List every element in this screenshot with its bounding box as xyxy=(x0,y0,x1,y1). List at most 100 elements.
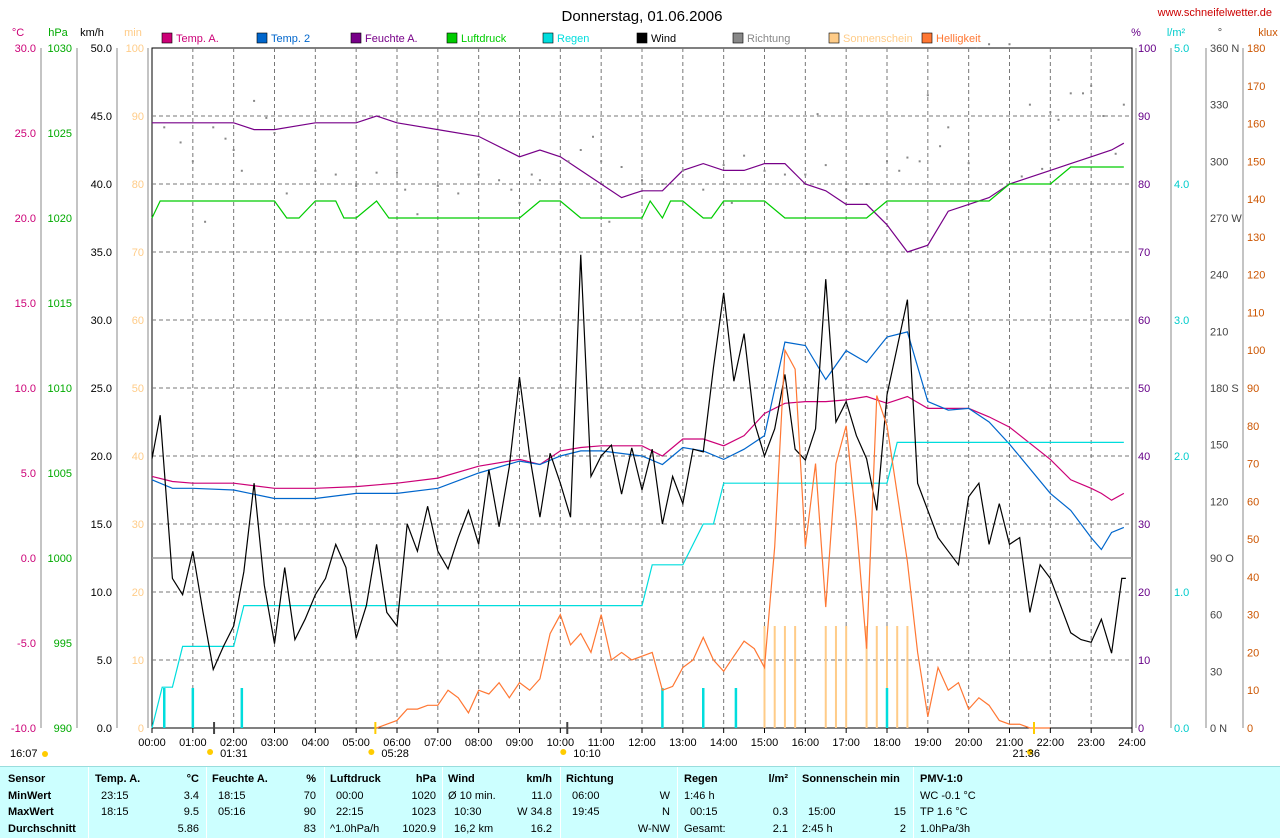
tick-label-humidity: 10 xyxy=(1138,655,1150,667)
legend-swatch xyxy=(350,32,362,44)
cell-value: WC -0.1 °C xyxy=(920,789,976,802)
cell-time: Ø 10 min. xyxy=(448,789,496,802)
summary-col-temp: Temp. A. °C 23:15 3.4 18:15 9.5 5.86 xyxy=(95,771,207,837)
marker-label: 10:10 xyxy=(573,748,601,760)
tick-label-sunmin: 70 xyxy=(132,247,144,259)
direction-point xyxy=(477,173,480,176)
tick-label-light: 90 xyxy=(1247,383,1259,395)
direction-point xyxy=(975,47,978,49)
legend-label: Regen xyxy=(557,33,589,45)
direction-point xyxy=(804,173,807,176)
direction-point xyxy=(816,113,819,116)
marker-label: 05:28 xyxy=(381,748,409,760)
direction-point xyxy=(1020,175,1023,178)
tick-label-light: 50 xyxy=(1247,534,1259,546)
tick-label-light: 130 xyxy=(1247,232,1265,244)
legend-label: Wind xyxy=(651,33,676,45)
col-header: Sensor xyxy=(8,773,46,785)
direction-point xyxy=(273,132,276,134)
cell-value: 1020 xyxy=(411,789,436,802)
tick-label-direction: 180 S xyxy=(1210,383,1239,395)
tick-label-light: 30 xyxy=(1247,610,1259,622)
cell-time: 22:15 xyxy=(336,806,364,818)
direction-point xyxy=(416,213,419,216)
direction-point xyxy=(538,179,541,182)
cell-time: 00:00 xyxy=(336,789,364,802)
summary-col-sun: Sonnenschein min 15:00 15 2:45 h 2 xyxy=(802,771,912,837)
x-tick-label: 22:00 xyxy=(1037,737,1065,749)
direction-point xyxy=(498,179,501,182)
col-header: Luftdruck xyxy=(330,773,381,785)
cell-value: W xyxy=(659,789,670,802)
legend-label: Temp. A. xyxy=(176,33,219,45)
direction-point xyxy=(730,201,733,204)
corner-label: 16:07 xyxy=(10,748,38,760)
tick-label-rain: 0.0 xyxy=(1174,723,1189,735)
cell-time: Gesamt: xyxy=(684,822,726,835)
tick-label-light: 120 xyxy=(1247,270,1265,282)
direction-point xyxy=(967,162,970,165)
tick-label-sunmin: 0 xyxy=(138,723,144,735)
cell-value: 90 xyxy=(303,806,316,818)
x-tick-label: 13:00 xyxy=(669,737,697,749)
cell-time: 2:45 h xyxy=(802,822,833,835)
x-tick-label: 07:00 xyxy=(424,737,452,749)
cell-time: ^1.0hPa/h xyxy=(330,822,380,835)
cell-value: 15 xyxy=(893,806,906,818)
legend-label: Richtung xyxy=(747,33,790,45)
tick-label-light: 150 xyxy=(1247,156,1265,168)
series-line-wind xyxy=(151,254,1126,672)
series-line-temp-a- xyxy=(151,395,1125,501)
tick-label-pressure: 1020 xyxy=(48,213,72,225)
direction-point xyxy=(436,184,439,187)
x-tick-label: 20:00 xyxy=(955,737,983,749)
legend-label: Sonnenschein xyxy=(843,33,913,45)
summary-col-pressure: Luftdruck hPa 00:00 1020 22:15 1023 ^1.0hPa… xyxy=(330,771,442,837)
tick-label-sunmin: 50 xyxy=(132,383,144,395)
col-header: PMV-1:0 xyxy=(920,773,963,785)
tick-label-sunmin: 90 xyxy=(132,111,144,123)
col-unit: % xyxy=(306,773,316,785)
cell-value: W-NW xyxy=(637,822,670,835)
direction-point xyxy=(1114,152,1117,155)
col-header: Regen xyxy=(684,773,718,785)
tick-label-humidity: 60 xyxy=(1138,315,1150,327)
x-tick-label: 09:00 xyxy=(506,737,534,749)
cell-time: 10:30 xyxy=(454,806,482,818)
x-tick-label: 23:00 xyxy=(1077,737,1105,749)
legend-swatch xyxy=(828,32,840,44)
summary-col-humidity: Feuchte A.% 18:15 70 05:16 90 83 xyxy=(212,771,324,837)
tick-label-wind: 45.0 xyxy=(91,111,112,123)
x-tick-label: 11:00 xyxy=(588,737,615,749)
tick-label-light: 70 xyxy=(1247,459,1259,471)
tick-label-light: 10 xyxy=(1247,685,1259,697)
cell-value: 2 xyxy=(899,822,906,835)
col-unit: hPa xyxy=(415,773,436,785)
summary-col-wind: Wind km/h Ø 10 min. 11.0 10:30 W 34.8 16,2 … xyxy=(448,771,558,837)
direction-point xyxy=(763,169,766,172)
direction-point xyxy=(518,201,521,204)
direction-point xyxy=(1069,92,1072,95)
legend-swatch xyxy=(732,32,744,44)
website-link[interactable]: www.schneifelwetter.de xyxy=(1157,7,1272,19)
tick-label-direction: 30 xyxy=(1210,666,1222,678)
axis-unit-rain: l/m² xyxy=(1167,27,1186,39)
tick-label-humidity: 40 xyxy=(1138,451,1150,463)
direction-point xyxy=(191,160,194,163)
direction-point xyxy=(204,220,207,223)
col-unit: °C xyxy=(186,773,199,785)
axis-unit-humidity: % xyxy=(1131,27,1141,39)
x-tick-label: 03:00 xyxy=(261,737,289,749)
legend-label: Luftdruck xyxy=(461,33,507,45)
x-tick-label: 17:00 xyxy=(832,737,860,749)
direction-point xyxy=(567,160,570,163)
tick-label-direction: 300 xyxy=(1210,156,1228,168)
tick-label-sunmin: 80 xyxy=(132,179,144,191)
col-header: Richtung xyxy=(566,773,614,785)
direction-point xyxy=(240,169,243,172)
tick-label-wind: 50.0 xyxy=(91,43,112,55)
direction-point xyxy=(232,149,235,151)
direction-point xyxy=(592,135,594,138)
tick-label-sunmin: 10 xyxy=(132,655,144,667)
tick-label-direction: 90 O xyxy=(1210,553,1234,565)
